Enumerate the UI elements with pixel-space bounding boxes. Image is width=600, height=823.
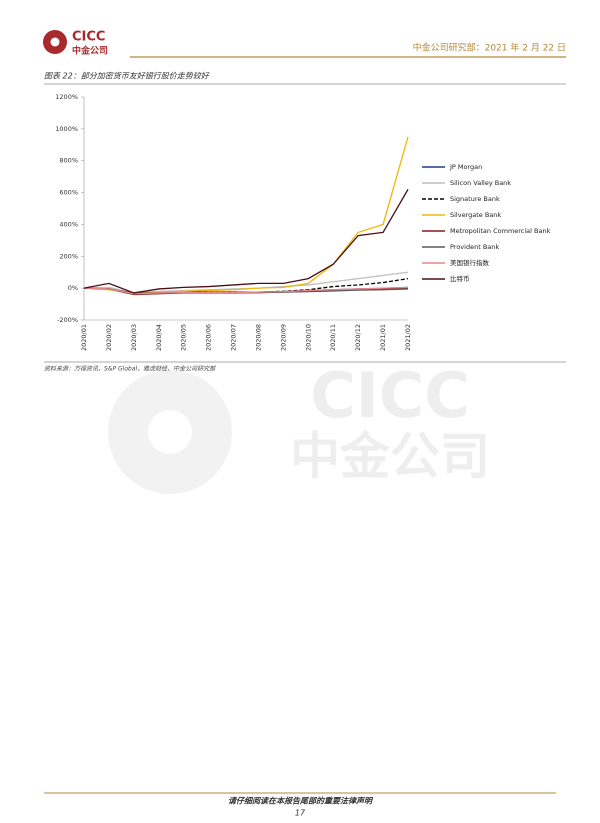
y-tick-label: -200% bbox=[57, 316, 78, 324]
y-tick-label: 400% bbox=[59, 220, 78, 228]
legend-label: JP Morgan bbox=[449, 163, 482, 171]
x-tick-label: 2020/06 bbox=[205, 324, 213, 351]
series-line bbox=[83, 286, 409, 295]
legend-label: 比特币 bbox=[450, 274, 470, 283]
footer-notice: 请仔细阅读在本报告尾部的重要法律声明 bbox=[228, 797, 374, 806]
legend-label: Silicon Valley Bank bbox=[450, 179, 511, 187]
x-tick-label: 2020/02 bbox=[105, 324, 113, 351]
x-tick-label: 2021/01 bbox=[379, 324, 387, 351]
watermark-logo bbox=[148, 410, 192, 454]
x-tick-label: 2020/08 bbox=[254, 324, 262, 351]
x-tick-label: 2020/11 bbox=[329, 324, 337, 351]
logo-icon bbox=[50, 37, 60, 47]
x-tick-label: 2020/05 bbox=[180, 324, 188, 351]
y-tick-label: 1200% bbox=[55, 93, 78, 101]
series-line bbox=[83, 136, 409, 294]
logo-sub: 中金公司 bbox=[72, 45, 108, 57]
x-tick-label: 2020/12 bbox=[354, 324, 362, 351]
figure-source: 资料来源：万得资讯，S&P Global，雅虎财经，中金公司研究部 bbox=[44, 365, 216, 373]
legend-label: Provident Bank bbox=[450, 243, 499, 251]
y-tick-label: 800% bbox=[59, 157, 78, 165]
series-line bbox=[83, 277, 409, 295]
x-tick-label: 2020/09 bbox=[279, 324, 287, 351]
watermark: 中金公司 bbox=[290, 428, 490, 486]
watermark: CICC bbox=[310, 359, 470, 432]
legend-label: Metropolitan Commercial Bank bbox=[450, 227, 551, 235]
x-tick-label: 2020/03 bbox=[130, 324, 138, 351]
x-tick-label: 2020/01 bbox=[80, 324, 88, 351]
series-line bbox=[83, 189, 409, 294]
x-tick-label: 2021/02 bbox=[404, 324, 412, 351]
figure-title: 图表 22：部分加密货币友好银行股价走势较好 bbox=[44, 72, 210, 81]
y-tick-label: 200% bbox=[59, 252, 78, 260]
x-tick-label: 2020/07 bbox=[230, 324, 238, 351]
logo: CICC bbox=[72, 30, 105, 45]
y-tick-label: 600% bbox=[59, 189, 78, 197]
x-tick-label: 2020/10 bbox=[304, 324, 312, 351]
page-number: 17 bbox=[295, 809, 306, 818]
x-tick-label: 2020/04 bbox=[155, 324, 163, 351]
legend-label: Signature Bank bbox=[450, 195, 500, 203]
y-tick-label: 1000% bbox=[55, 125, 78, 133]
legend-label: Silvergate Bank bbox=[450, 211, 501, 219]
y-tick-label: 0% bbox=[68, 284, 78, 292]
legend-label: 美国银行指数 bbox=[450, 258, 490, 267]
chart: -200% 0% 200% 400% 600% 800% 1000% 1200% 2020/01… bbox=[55, 93, 550, 351]
header-right: 中金公司研究部：2021 年 2 月 22 日 bbox=[413, 42, 566, 54]
